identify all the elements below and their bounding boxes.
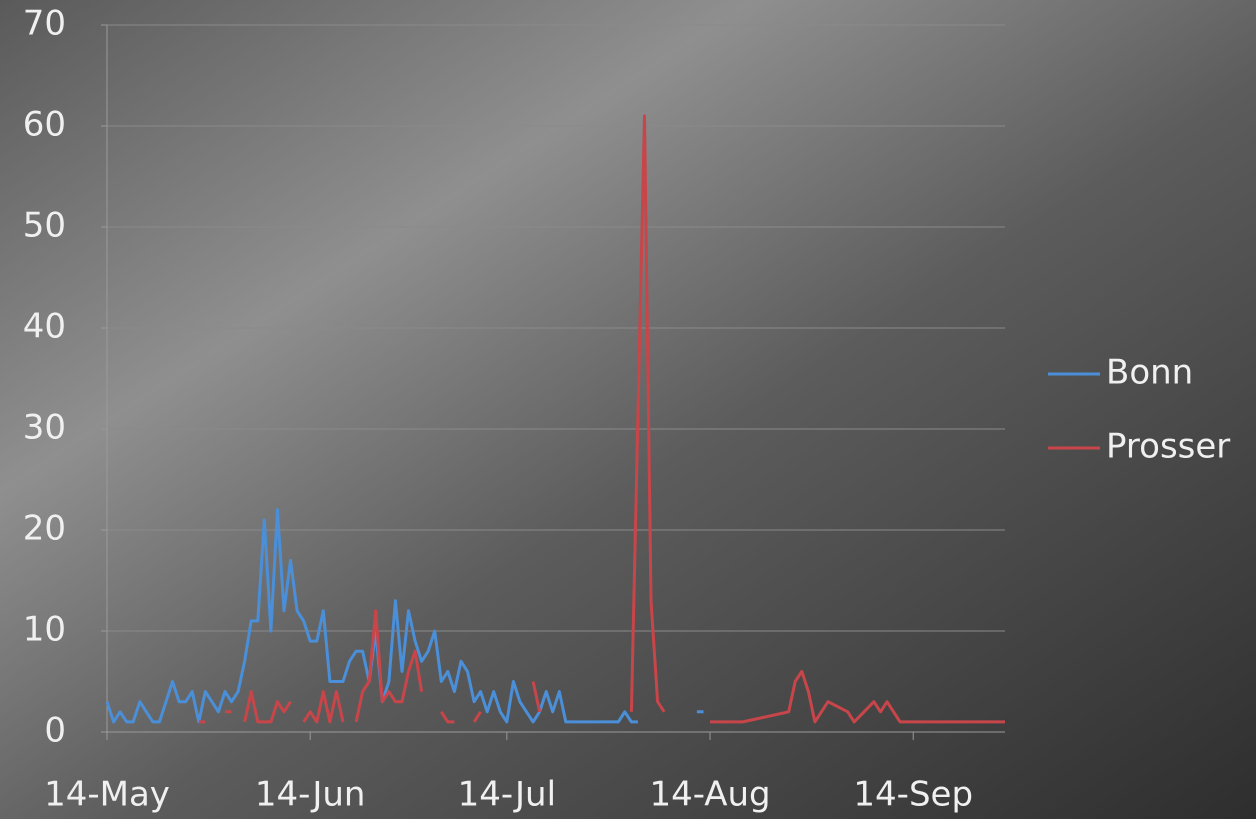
legend-label: Bonn xyxy=(1106,353,1193,393)
x-tick-label: 14-Jul xyxy=(458,775,556,815)
y-tick-label: 60 xyxy=(23,105,66,145)
y-tick-label: 70 xyxy=(23,4,66,44)
y-tick-label: 10 xyxy=(23,610,66,650)
series-line xyxy=(198,114,1005,724)
x-tick-label: 14-Aug xyxy=(649,775,770,815)
y-tick-label: 40 xyxy=(23,307,66,347)
x-tick-label: 14-Jun xyxy=(255,775,366,815)
x-tick-label: 14-Sep xyxy=(853,775,973,815)
y-tick-label: 20 xyxy=(23,509,66,549)
y-tick-label: 0 xyxy=(44,711,66,751)
y-tick-label: 50 xyxy=(23,206,66,246)
legend-label: Prosser xyxy=(1106,427,1230,467)
y-tick-label: 30 xyxy=(23,408,66,448)
x-tick-label: 14-May xyxy=(44,775,170,815)
